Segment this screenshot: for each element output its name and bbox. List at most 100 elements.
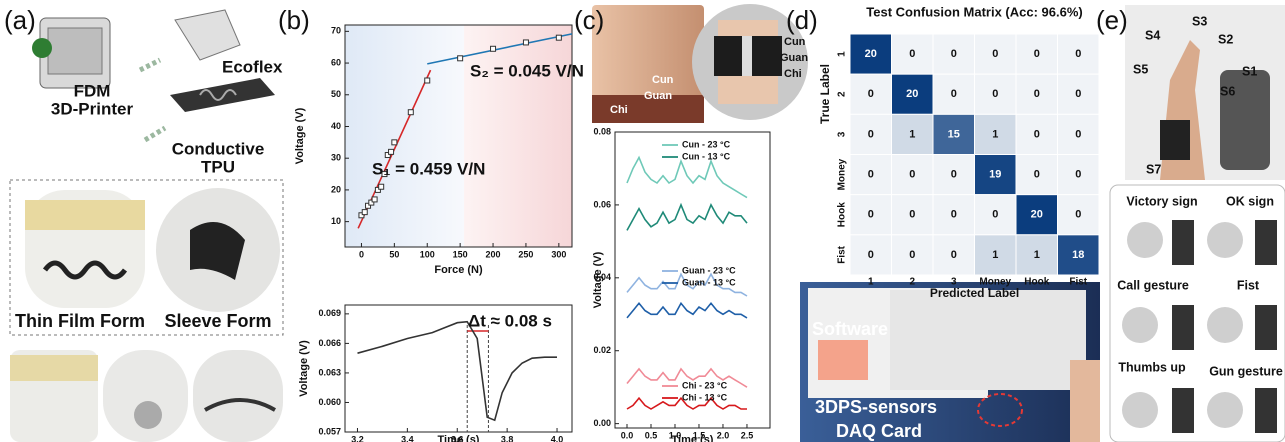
sensor-label: S1 xyxy=(1242,64,1257,78)
cell-label: 0 xyxy=(909,209,915,221)
data-point xyxy=(379,184,384,189)
y-tick-label: 0.057 xyxy=(318,426,341,436)
x-tick-label: 100 xyxy=(420,249,435,259)
material-label: TPU xyxy=(201,157,235,176)
x-tick-label: 3.8 xyxy=(501,434,514,442)
pulse-point: Chi xyxy=(610,104,628,116)
x-tick-label: 300 xyxy=(551,249,566,259)
cell-label: 0 xyxy=(909,48,915,60)
y-tick-label: 50 xyxy=(331,89,341,99)
panel-label: (b) xyxy=(278,5,310,35)
y-tick-label: 20 xyxy=(331,184,341,194)
x-tick-label: 0.0 xyxy=(621,430,634,440)
y-tick-label: 3 xyxy=(837,131,848,137)
data-point xyxy=(372,197,377,202)
pulse-point: Cun xyxy=(784,36,806,48)
cell-label: 0 xyxy=(1034,168,1040,180)
data-point xyxy=(408,110,413,115)
y-axis-label: Voltage (V) xyxy=(298,340,310,397)
x-tick-label: 50 xyxy=(389,249,399,259)
x-axis-label: Time (s) xyxy=(672,434,714,442)
cell-label: 18 xyxy=(1072,249,1084,261)
y-axis-label: Voltage (V) xyxy=(294,107,306,164)
y-tick-label: Hook xyxy=(837,202,848,227)
data-point xyxy=(425,78,430,83)
cell-label: 0 xyxy=(1034,48,1040,60)
cell-label: 0 xyxy=(868,128,874,140)
cell-label: 0 xyxy=(1034,128,1040,140)
panel-label: (a) xyxy=(4,5,36,35)
cell-label: 0 xyxy=(951,48,957,60)
y-tick-label: 0.066 xyxy=(318,338,341,348)
x-tick-label: 150 xyxy=(453,249,468,259)
sensor-label: S4 xyxy=(1145,28,1160,42)
cell-label: 0 xyxy=(1034,88,1040,100)
legend-label: Guan - 23 °C xyxy=(682,265,736,275)
x-tick-label: 3.2 xyxy=(351,434,364,442)
y-tick-label: 1 xyxy=(837,51,848,57)
gesture-label: OK sign xyxy=(1226,194,1274,208)
cell-label: 20 xyxy=(865,48,877,60)
y-tick-label: 0.00 xyxy=(593,418,611,428)
y-tick-label: 60 xyxy=(331,57,341,67)
pulse-point: Guan xyxy=(780,52,808,64)
chart-title: Test Confusion Matrix (Acc: 96.6%) xyxy=(866,4,1082,19)
data-point xyxy=(392,140,397,145)
data-line xyxy=(627,303,747,318)
form-label: Sleeve Form xyxy=(164,311,271,331)
printer-label: FDM xyxy=(74,81,111,100)
legend-label: Chi - 13 °C xyxy=(682,392,728,402)
y-tick-label: 0.060 xyxy=(318,397,341,407)
data-line xyxy=(627,158,747,198)
cell-label: 1 xyxy=(909,128,915,140)
cell-label: 1 xyxy=(992,128,998,140)
x-tick-label: 250 xyxy=(518,249,533,259)
cell-label: 0 xyxy=(951,168,957,180)
cell-label: 0 xyxy=(1075,128,1081,140)
y-tick-label: 0.06 xyxy=(593,199,611,209)
cell-label: 0 xyxy=(992,88,998,100)
x-tick-label: Fist xyxy=(1069,277,1087,288)
gesture-label: Victory sign xyxy=(1126,194,1197,208)
cell-label: 0 xyxy=(951,249,957,261)
pulse-point: Guan xyxy=(644,90,672,102)
sensor-label: S3 xyxy=(1192,14,1207,28)
gesture-label: Call gesture xyxy=(1117,278,1189,292)
gesture-label: Gun gesture xyxy=(1209,364,1283,378)
data-point xyxy=(458,56,463,61)
data-point xyxy=(523,40,528,45)
x-tick-label: 200 xyxy=(486,249,501,259)
photo-label: Software xyxy=(812,319,888,339)
legend-label: Guan - 13 °C xyxy=(682,277,736,287)
printer-label: 3D-Printer xyxy=(51,99,134,118)
x-axis-label: Predicted Label xyxy=(930,286,1019,300)
cell-label: 19 xyxy=(989,168,1001,180)
annotation: S₁ = 0.459 V/N xyxy=(372,159,485,178)
annotation: S₂ = 0.045 V/N xyxy=(470,61,584,80)
x-tick-label: Hook xyxy=(1024,277,1049,288)
gesture-label: Fist xyxy=(1237,278,1260,292)
y-tick-label: 30 xyxy=(331,153,341,163)
cell-label: 0 xyxy=(951,88,957,100)
cell-label: 0 xyxy=(909,249,915,261)
cell-label: 0 xyxy=(1075,88,1081,100)
sensor-label: S6 xyxy=(1220,84,1235,98)
y-tick-label: Fist xyxy=(837,245,848,263)
cell-label: 20 xyxy=(906,88,918,100)
legend-label: Cun - 23 °C xyxy=(682,139,731,149)
cell-label: 20 xyxy=(1031,209,1043,221)
x-tick-label: 1 xyxy=(868,277,874,288)
data-point xyxy=(389,149,394,154)
x-axis-label: Time (s) xyxy=(438,434,480,442)
cell-label: 0 xyxy=(992,48,998,60)
cell-label: 1 xyxy=(992,249,998,261)
cell-label: 0 xyxy=(951,209,957,221)
sensor-label: S7 xyxy=(1146,162,1161,176)
gesture-label: Thumbs up xyxy=(1118,360,1186,374)
x-tick-label: 4.0 xyxy=(551,434,564,442)
x-tick-label: 0 xyxy=(359,249,364,259)
data-point xyxy=(491,46,496,51)
y-tick-label: 0.08 xyxy=(593,126,611,136)
panel-label: (d) xyxy=(786,5,818,35)
cell-label: 0 xyxy=(1075,168,1081,180)
